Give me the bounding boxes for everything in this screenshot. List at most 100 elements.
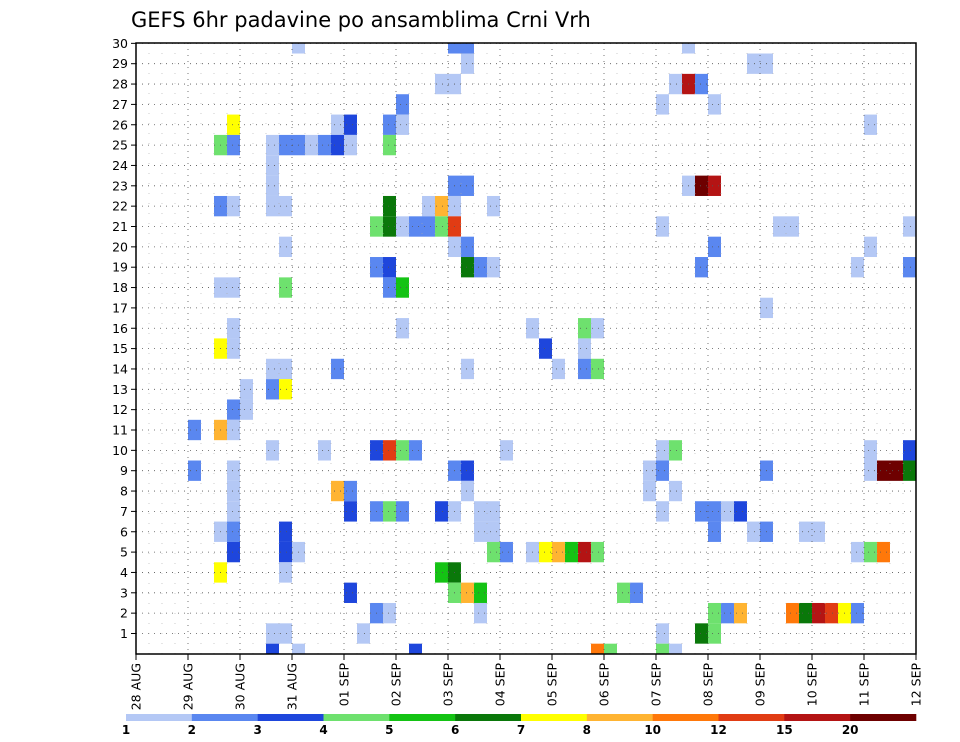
heatmap-cell xyxy=(656,460,669,481)
heatmap-cell xyxy=(448,43,461,54)
heatmap-cell xyxy=(734,501,747,522)
legend-swatch xyxy=(455,714,522,721)
heatmap-cell xyxy=(396,501,409,522)
y-tick-label: 2 xyxy=(120,606,128,621)
y-tick-label: 5 xyxy=(120,545,128,560)
heatmap-cell xyxy=(487,195,500,217)
heatmap-cell xyxy=(669,440,682,461)
heatmap-cell xyxy=(656,623,669,644)
heatmap-cell xyxy=(266,175,279,196)
legend-label: 4 xyxy=(319,723,327,737)
heatmap-cell xyxy=(487,541,500,563)
x-tick-label: 30 AUG xyxy=(233,663,248,710)
y-tick-label: 27 xyxy=(112,97,128,112)
y-tick-label: 21 xyxy=(112,219,128,234)
heatmap-cell xyxy=(188,460,201,481)
heatmap-cell xyxy=(591,318,604,339)
x-tick-label: 11 SEP xyxy=(857,663,872,707)
y-tick-label: 25 xyxy=(112,138,128,153)
heatmap-cell xyxy=(279,521,292,542)
heatmap-cell xyxy=(851,541,864,563)
heatmap-cell xyxy=(227,399,240,420)
heatmap-cell xyxy=(227,195,240,217)
legend-label: 1 xyxy=(122,723,130,737)
y-tick-label: 22 xyxy=(112,199,128,214)
heatmap-cell xyxy=(591,358,604,380)
y-tick-label: 4 xyxy=(120,565,128,580)
heatmap-cell xyxy=(695,623,708,644)
heatmap-cell xyxy=(604,643,617,654)
heatmap-cell xyxy=(318,440,331,461)
heatmap-cell xyxy=(487,521,500,542)
heatmap-cell xyxy=(773,216,786,237)
x-tick-label: 29 AUG xyxy=(181,663,196,710)
heatmap-cell xyxy=(344,501,357,522)
heatmap-cell xyxy=(799,602,812,624)
heatmap-cell xyxy=(565,541,578,563)
legend-swatch xyxy=(257,714,324,721)
heatmap-cell xyxy=(383,114,396,135)
heatmap-cell xyxy=(279,623,292,644)
heatmap-cell xyxy=(864,114,877,135)
heatmap-cell xyxy=(266,643,279,654)
heatmap-cell xyxy=(500,541,513,563)
heatmap-cell xyxy=(331,480,344,502)
x-tick-label: 28 AUG xyxy=(129,663,144,710)
x-tick-label: 31 AUG xyxy=(285,663,300,710)
chart-title: GEFS 6hr padavine po ansamblima Crni Vrh xyxy=(131,8,591,32)
heatmap-cell xyxy=(344,114,357,135)
heatmap-cell xyxy=(500,440,513,461)
heatmap-cell xyxy=(474,257,487,278)
heatmap-cell xyxy=(396,277,409,298)
heatmap-cell xyxy=(552,541,565,563)
heatmap-cell xyxy=(435,73,448,95)
heatmap-cell xyxy=(396,94,409,115)
heatmap-cell xyxy=(461,236,474,258)
heatmap-cell xyxy=(656,440,669,461)
heatmap-cell xyxy=(864,460,877,481)
y-tick-label: 16 xyxy=(112,321,128,336)
x-tick-label: 08 SEP xyxy=(701,663,716,707)
heatmap-cell xyxy=(825,602,838,624)
heatmap-cell xyxy=(331,114,344,135)
y-tick-label: 1 xyxy=(120,626,128,641)
heatmap-cell xyxy=(344,134,357,156)
legend-label: 10 xyxy=(644,723,661,737)
legend-swatch xyxy=(323,714,390,721)
heatmap-cell xyxy=(747,521,760,542)
heatmap-cell xyxy=(266,195,279,217)
heatmap-cell xyxy=(227,419,240,441)
heatmap-cell xyxy=(422,216,435,237)
heatmap-cell xyxy=(487,257,500,278)
heatmap-cell xyxy=(227,277,240,298)
heatmap-cell xyxy=(903,257,916,278)
heatmap-cell xyxy=(708,236,721,258)
heatmap-cell xyxy=(474,602,487,624)
x-tick-label: 01 SEP xyxy=(337,663,352,707)
heatmap-cell xyxy=(279,195,292,217)
legend-label: 6 xyxy=(451,723,459,737)
heatmap-cell xyxy=(227,114,240,135)
heatmap-cell xyxy=(227,480,240,502)
legend-label: 15 xyxy=(776,723,793,737)
x-axis: 28 AUG 29 AUG 30 AUG 31 AUG 01 SEP 02 SEP 03 S… xyxy=(129,654,924,710)
y-tick-label: 9 xyxy=(120,463,128,478)
legend-swatch xyxy=(191,714,258,721)
legend-swatch xyxy=(521,714,588,721)
heatmap-cell xyxy=(383,257,396,278)
heatmap-cell xyxy=(461,358,474,380)
heatmap-cell xyxy=(227,541,240,563)
heatmap-cell xyxy=(669,73,682,95)
y-tick-label: 24 xyxy=(112,158,128,173)
heatmap-cell xyxy=(890,460,903,481)
heatmap-cell xyxy=(461,43,474,54)
legend-label: 12 xyxy=(710,723,727,737)
heatmap-cell xyxy=(643,460,656,481)
legend-label: 3 xyxy=(253,723,261,737)
heatmap-cell xyxy=(279,562,292,583)
heatmap-cell xyxy=(903,440,916,461)
heatmap-cell xyxy=(630,582,643,603)
heatmap-cell xyxy=(344,582,357,603)
heatmap-cell xyxy=(279,277,292,298)
heatmap-cell xyxy=(747,53,760,74)
